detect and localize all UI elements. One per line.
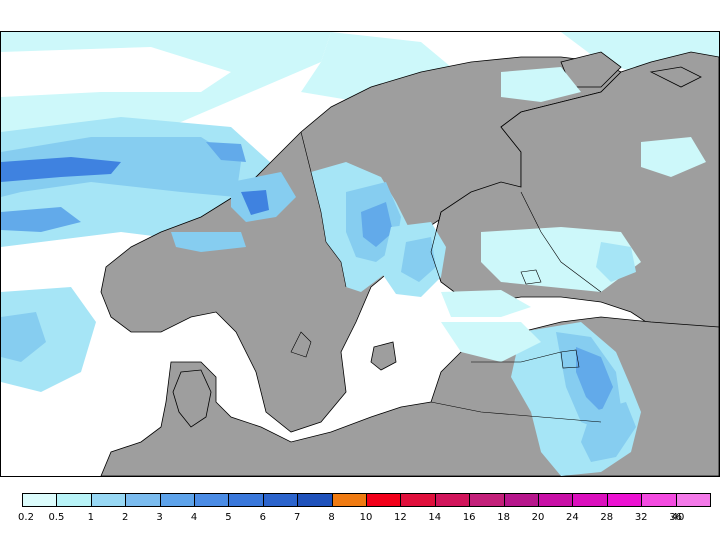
legend-swatch (434, 493, 471, 507)
legend-swatch (572, 493, 608, 507)
legend-swatch (641, 493, 677, 507)
legend-label: 20 (531, 512, 545, 523)
legend-label: 18 (497, 512, 510, 523)
legend-label: 28 (600, 512, 614, 523)
legend-label: 4 (190, 512, 198, 523)
legend-label: 6 (259, 512, 266, 523)
legend-label: 32 (634, 512, 648, 523)
legend-swatch (606, 493, 643, 507)
legend-label: 36 (669, 512, 682, 523)
precipitation-legend: 0.2 0.5 1 2 3 4 5 6 7 8 10 12 14 16 18 20 24 28 32 36 40 (0, 490, 720, 530)
legend-swatch (56, 493, 92, 507)
legend-swatch (538, 493, 574, 507)
precipitation-over-sea (1, 32, 719, 392)
legend-label: 14 (428, 512, 442, 523)
legend-label: 1 (87, 512, 94, 523)
legend-label: 24 (566, 512, 579, 523)
legend-swatch (400, 493, 436, 507)
legend-swatch (125, 493, 161, 507)
legend-label: 40 (671, 512, 685, 523)
legend-swatch (159, 493, 195, 507)
legend-swatch (366, 493, 402, 507)
legend-label: 0.5 (48, 512, 65, 523)
legend-label: 10 (359, 512, 373, 523)
legend-swatch (297, 493, 333, 507)
precipitation-over-land (171, 67, 706, 476)
legend-label: 8 (328, 512, 335, 523)
legend-swatch (228, 493, 264, 507)
legend-swatch (469, 493, 505, 507)
legend-label: 7 (294, 512, 301, 523)
legend-swatch (262, 493, 299, 507)
legend-swatch (331, 493, 367, 507)
legend-swatch (194, 493, 230, 507)
legend-swatch (503, 493, 539, 507)
legend-label: 16 (462, 512, 476, 523)
borders (290, 131, 602, 423)
legend-label: 5 (225, 512, 232, 523)
legend-swatch (22, 493, 58, 507)
precipitation-map (0, 31, 720, 477)
legend-swatch (90, 493, 127, 507)
legend-swatch (675, 493, 711, 507)
legend-label: 2 (122, 512, 129, 523)
legend-label: 3 (156, 512, 163, 523)
legend-label: 0.2 (18, 512, 34, 523)
legend-label: 12 (394, 512, 407, 523)
